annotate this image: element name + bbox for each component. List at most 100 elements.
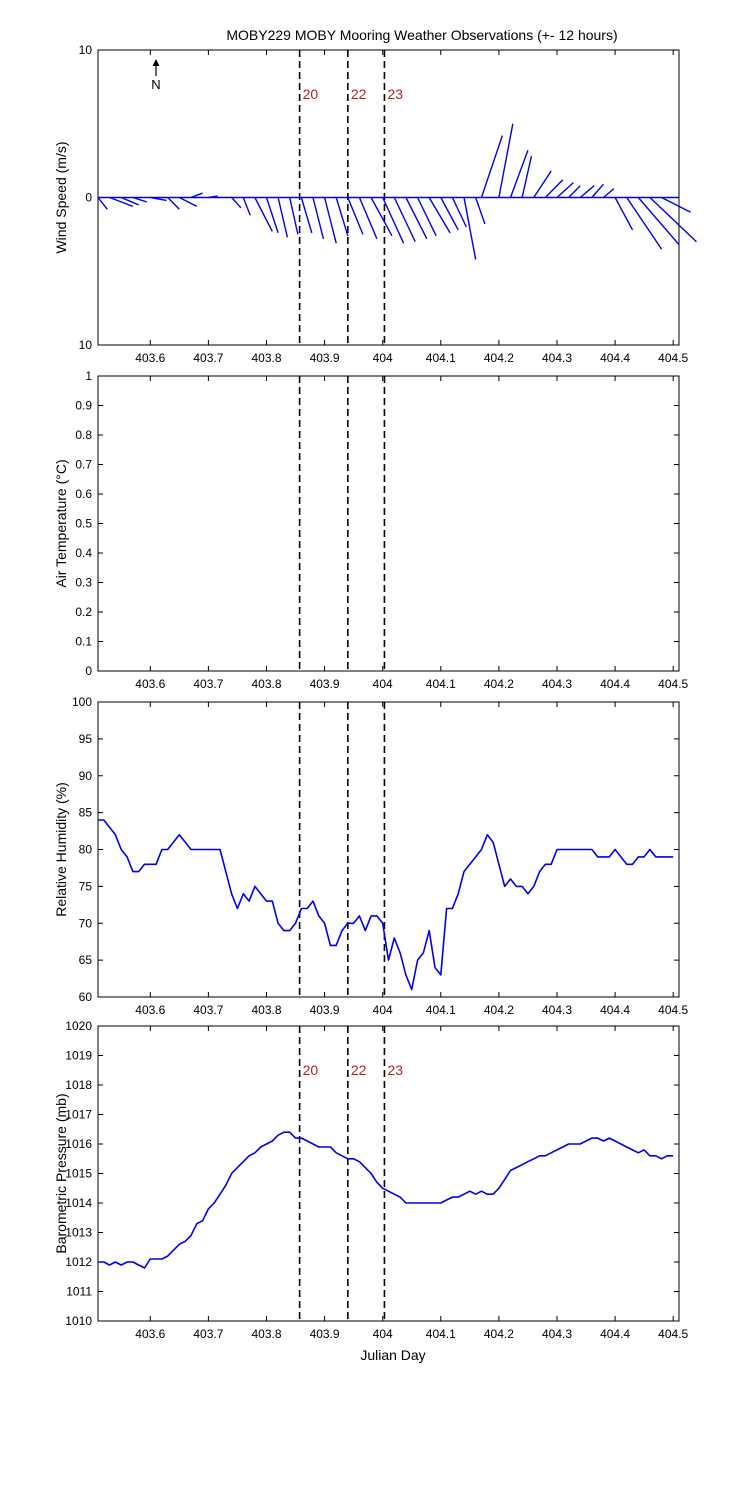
event-marker-label: 22	[351, 86, 367, 102]
wind-vector	[591, 183, 604, 198]
wind-vector	[109, 196, 134, 208]
x-tick-label: 404.2	[484, 677, 514, 691]
y-tick-label: 0.9	[75, 399, 92, 413]
x-tick-label: 403.8	[251, 1003, 281, 1017]
y-tick-label: 70	[79, 916, 93, 930]
relative-humidity-panel: 60 65 70 75 80 85 90 95 100 403.6 403.7 403.8 403.9 4…	[53, 695, 689, 1017]
y-tick-label: 0.8	[75, 428, 92, 442]
wind-vector	[440, 197, 459, 231]
y-tick-label: 1013	[65, 1226, 92, 1240]
wind-vector	[428, 197, 451, 234]
y-tick-label: 1019	[65, 1049, 92, 1063]
wind-vector	[509, 150, 529, 198]
event-marker-label: 23	[387, 86, 403, 102]
wind-vector	[521, 156, 533, 198]
y-tick-label: 1	[85, 369, 92, 383]
y-tick-label: 0.4	[75, 546, 92, 560]
y-tick-label: 1010	[65, 1314, 92, 1328]
wind-speed-panel: 10 0 10 403.6 403.7 403.8 403.9 404 404.1 404.2 40…	[53, 43, 697, 365]
wind-vector	[474, 197, 486, 225]
wind-vector	[579, 185, 595, 199]
x-tick-label: 404.1	[426, 1003, 456, 1017]
x-tick-label: 404.2	[484, 351, 514, 365]
y-axis-label: Wind Speed (m/s)	[53, 141, 69, 253]
x-tick-label: 403.9	[310, 351, 340, 365]
event-marker-label: 20	[303, 86, 319, 102]
series-line	[98, 1131, 674, 1269]
y-tick-label: 1017	[65, 1108, 92, 1122]
y-tick-label: 60	[79, 990, 93, 1004]
y-tick-label: 0.5	[75, 517, 92, 531]
wind-vector	[370, 197, 393, 237]
wind-vector	[463, 197, 477, 260]
x-tick-label: 403.9	[310, 1327, 340, 1341]
wind-vector	[626, 197, 663, 250]
barometric-pressure-panel: 1010 1011 1012 1013 1014 1015 1016 1017 1018 1019…	[53, 1019, 689, 1341]
y-tick-label: 75	[79, 879, 93, 893]
y-tick-label: 1018	[65, 1078, 92, 1092]
wind-vector	[416, 197, 437, 237]
x-tick-label: 404.3	[542, 1327, 572, 1341]
wind-vector	[335, 197, 349, 237]
x-tick-label: 404.4	[600, 677, 630, 691]
y-tick-label: 80	[79, 843, 93, 857]
y-axis-label: Barometric Pressure (mb)	[53, 1093, 69, 1253]
x-tick-label: 403.8	[251, 351, 281, 365]
wind-vector	[254, 197, 273, 232]
wind-vector	[120, 196, 139, 206]
y-tick-label: 1014	[65, 1196, 92, 1210]
x-tick-label: 403.7	[193, 1003, 223, 1017]
y-tick-label: 1016	[65, 1137, 92, 1151]
y-tick-label: 90	[79, 769, 93, 783]
wind-vector	[242, 197, 251, 216]
y-tick-label: 100	[72, 695, 92, 709]
wind-vector	[405, 197, 428, 240]
wind-vector	[167, 197, 180, 210]
x-tick-label: 403.6	[135, 1327, 165, 1341]
x-tick-label: 403.6	[135, 677, 165, 691]
wind-vector	[382, 197, 405, 244]
x-tick-label: 404	[373, 1327, 393, 1341]
y-tick-label: 0.7	[75, 458, 92, 472]
x-tick-label: 404	[373, 677, 393, 691]
y-tick-label: 0.2	[75, 605, 92, 619]
x-tick-label: 403.7	[193, 677, 223, 691]
wind-vector	[393, 197, 416, 243]
x-tick-label: 404.5	[658, 351, 688, 365]
wind-vector	[190, 192, 203, 199]
x-tick-label: 404.2	[484, 1327, 514, 1341]
x-tick-label: 404.4	[600, 1003, 630, 1017]
x-tick-label: 403.8	[251, 677, 281, 691]
air-temperature-panel: 0 0.1 0.2 0.3 0.4 0.5 0.6 0.7 0.8 0.9 1 403.6 403.7 4…	[53, 369, 689, 691]
event-marker-label: 20	[303, 1062, 319, 1078]
figure-title: MOBY229 MOBY Mooring Weather Observation…	[226, 27, 617, 43]
x-tick-label: 404.5	[658, 1327, 688, 1341]
wind-vector	[533, 170, 552, 198]
wind-vector	[480, 135, 504, 198]
x-tick-label: 404.3	[542, 351, 572, 365]
y-axis-label: Relative Humidity (%)	[53, 782, 69, 917]
x-tick-label: 403.7	[193, 351, 223, 365]
x-tick-label: 404.3	[542, 1003, 572, 1017]
x-axis-label: Julian Day	[360, 1347, 425, 1363]
y-tick-label: 10	[79, 43, 93, 57]
y-tick-label: 1015	[65, 1167, 92, 1181]
wind-vector	[637, 197, 680, 246]
x-tick-label: 403.8	[251, 1327, 281, 1341]
event-marker-label: 22	[351, 1062, 367, 1078]
wind-vector	[347, 197, 364, 235]
y-tick-label: 65	[79, 953, 93, 967]
x-tick-label: 403.6	[135, 351, 165, 365]
x-tick-label: 404.2	[484, 1003, 514, 1017]
wind-vector	[97, 197, 108, 210]
wind-vector	[661, 196, 691, 213]
x-tick-label: 404.3	[542, 677, 572, 691]
y-tick-label: 85	[79, 806, 93, 820]
y-tick-label: 95	[79, 732, 93, 746]
series-line	[98, 819, 674, 991]
y-tick-label: 1011	[66, 1285, 92, 1299]
wind-vector	[132, 196, 148, 203]
north-label: N	[151, 77, 160, 92]
y-tick-label: 0	[85, 664, 92, 678]
plot-frame	[97, 375, 680, 672]
